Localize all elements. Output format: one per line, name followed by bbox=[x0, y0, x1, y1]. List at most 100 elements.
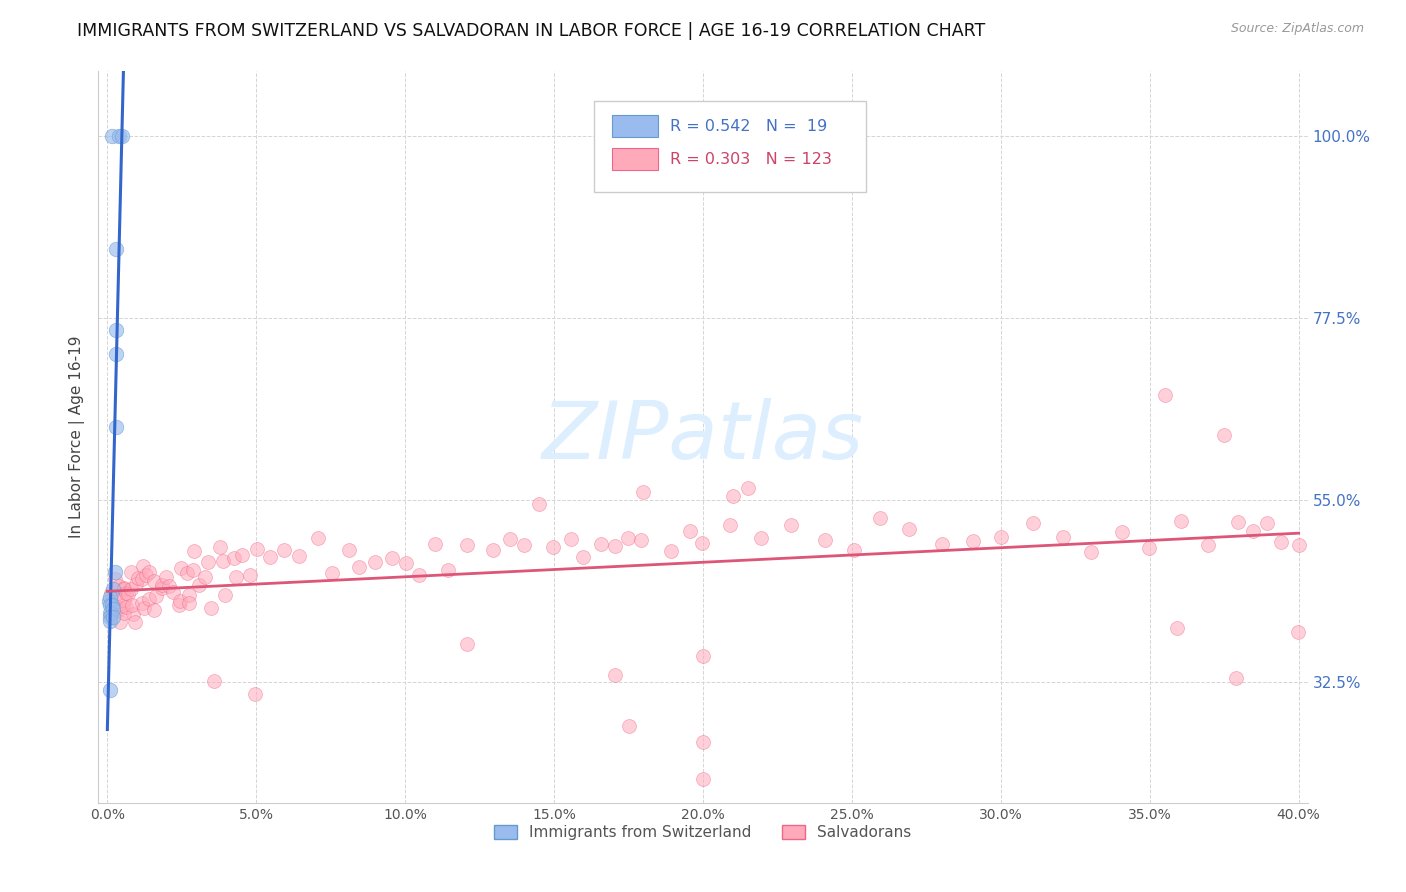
Point bbox=[112, 592, 135, 607]
Point bbox=[105, 347, 128, 361]
Point bbox=[212, 554, 235, 568]
Point bbox=[990, 530, 1012, 544]
Point bbox=[1270, 535, 1292, 549]
Point bbox=[617, 719, 640, 733]
Point bbox=[98, 590, 121, 604]
Point bbox=[214, 588, 236, 602]
Point bbox=[142, 574, 165, 588]
FancyBboxPatch shape bbox=[595, 101, 866, 192]
Point bbox=[364, 555, 387, 569]
Point bbox=[125, 577, 148, 591]
Point bbox=[239, 568, 262, 582]
Point bbox=[117, 586, 139, 600]
Point bbox=[101, 599, 124, 613]
Point bbox=[105, 600, 128, 615]
Point bbox=[108, 615, 131, 629]
Point bbox=[814, 533, 837, 547]
Point bbox=[100, 586, 122, 600]
Point bbox=[100, 607, 122, 622]
Point bbox=[425, 537, 447, 551]
Point bbox=[456, 637, 478, 651]
Point bbox=[194, 570, 217, 584]
Point bbox=[103, 582, 125, 596]
Point bbox=[167, 598, 190, 612]
Point bbox=[630, 533, 652, 547]
Point bbox=[721, 489, 744, 503]
Point bbox=[98, 606, 121, 620]
Point bbox=[1153, 387, 1175, 401]
Point bbox=[112, 582, 135, 596]
Point bbox=[107, 600, 129, 615]
Point bbox=[98, 614, 121, 628]
FancyBboxPatch shape bbox=[613, 148, 658, 170]
Point bbox=[692, 535, 714, 549]
Point bbox=[869, 511, 891, 525]
Point bbox=[1256, 516, 1278, 531]
Point bbox=[1170, 515, 1192, 529]
FancyBboxPatch shape bbox=[613, 115, 658, 137]
Point bbox=[659, 543, 682, 558]
Point bbox=[105, 323, 128, 337]
Text: R = 0.542   N =  19: R = 0.542 N = 19 bbox=[671, 119, 828, 134]
Point bbox=[1080, 545, 1102, 559]
Point bbox=[132, 601, 155, 615]
Point bbox=[98, 598, 121, 612]
Point bbox=[162, 584, 184, 599]
Point bbox=[105, 242, 128, 256]
Point bbox=[150, 581, 173, 595]
Point bbox=[337, 543, 360, 558]
Point bbox=[844, 542, 866, 557]
Point bbox=[1137, 541, 1160, 555]
Point bbox=[150, 578, 173, 592]
Point bbox=[617, 531, 640, 545]
Point bbox=[138, 565, 160, 579]
Point bbox=[931, 537, 953, 551]
Text: Source: ZipAtlas.com: Source: ZipAtlas.com bbox=[1230, 22, 1364, 36]
Point bbox=[131, 596, 153, 610]
Point bbox=[197, 555, 219, 569]
Point bbox=[105, 420, 128, 434]
Point bbox=[692, 648, 714, 663]
Point bbox=[737, 481, 759, 495]
Point bbox=[104, 573, 127, 587]
Point bbox=[231, 549, 253, 563]
Point bbox=[1197, 538, 1219, 552]
Point bbox=[273, 542, 295, 557]
Point bbox=[1225, 671, 1247, 685]
Point bbox=[408, 568, 430, 582]
Text: IMMIGRANTS FROM SWITZERLAND VS SALVADORAN IN LABOR FORCE | AGE 16-19 CORRELATION: IMMIGRANTS FROM SWITZERLAND VS SALVADORA… bbox=[77, 22, 986, 40]
Point bbox=[1213, 428, 1236, 442]
Point bbox=[1052, 530, 1074, 544]
Point bbox=[225, 570, 247, 584]
Point bbox=[381, 551, 404, 566]
Point bbox=[541, 540, 564, 554]
Point bbox=[145, 589, 167, 603]
Point bbox=[572, 550, 595, 565]
Point bbox=[112, 581, 135, 595]
Point bbox=[181, 564, 204, 578]
Point bbox=[633, 484, 655, 499]
Point bbox=[138, 592, 160, 607]
Point bbox=[124, 615, 146, 630]
Point bbox=[898, 522, 921, 536]
Point bbox=[749, 531, 772, 545]
Point bbox=[107, 603, 129, 617]
Point bbox=[142, 603, 165, 617]
Point bbox=[121, 565, 143, 579]
Point bbox=[170, 561, 193, 575]
Point bbox=[591, 536, 613, 550]
Point bbox=[1241, 524, 1264, 538]
Point bbox=[104, 589, 127, 603]
Point bbox=[246, 541, 269, 556]
Point bbox=[527, 497, 550, 511]
Point bbox=[108, 128, 131, 143]
Point bbox=[183, 543, 205, 558]
Point bbox=[718, 517, 741, 532]
Point bbox=[1111, 525, 1133, 540]
Point bbox=[103, 602, 125, 616]
Point bbox=[111, 128, 134, 143]
Point bbox=[395, 556, 418, 570]
Point bbox=[104, 566, 127, 580]
Point bbox=[560, 532, 582, 546]
Point bbox=[692, 735, 714, 749]
